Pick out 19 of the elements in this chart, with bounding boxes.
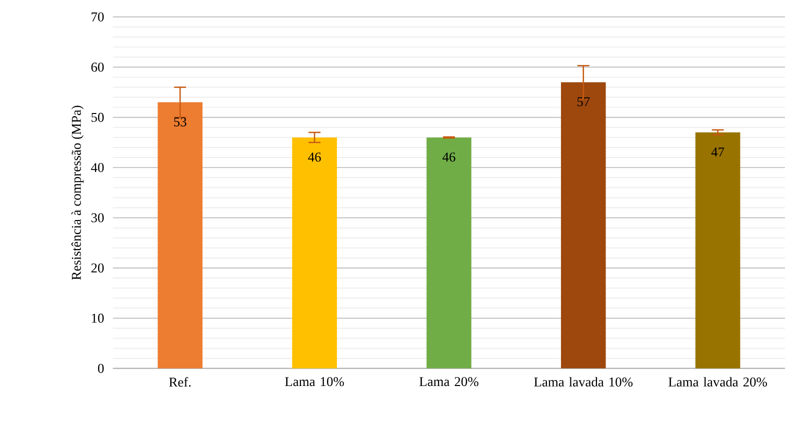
y-tick-label: 60 — [91, 62, 104, 72]
y-tick-label: 50 — [92, 112, 104, 122]
data-label: 46 — [308, 152, 321, 162]
x-tick-label: Lama 20% — [419, 377, 478, 386]
y-axis-title: Resistência à compressão (MPa) — [71, 106, 84, 280]
x-tick-label: Lama 10% — [285, 377, 344, 386]
y-tick-label: 40 — [91, 162, 104, 172]
x-tick-label: Lama lavada 10% — [534, 377, 633, 387]
y-tick-label: 0 — [98, 364, 104, 373]
y-tick-label: 10 — [92, 314, 104, 323]
data-label: 46 — [442, 152, 456, 162]
y-tick-label: 20 — [91, 263, 104, 272]
data-label: 53 — [174, 117, 186, 126]
x-tick-label: Lama lavada 20% — [668, 377, 767, 387]
x-tick-label: Ref. — [169, 377, 191, 387]
data-label: 57 — [577, 97, 590, 106]
y-tick-label: 70 — [92, 12, 104, 22]
data-label: 47 — [711, 147, 724, 156]
y-tick-label: 30 — [91, 213, 104, 222]
